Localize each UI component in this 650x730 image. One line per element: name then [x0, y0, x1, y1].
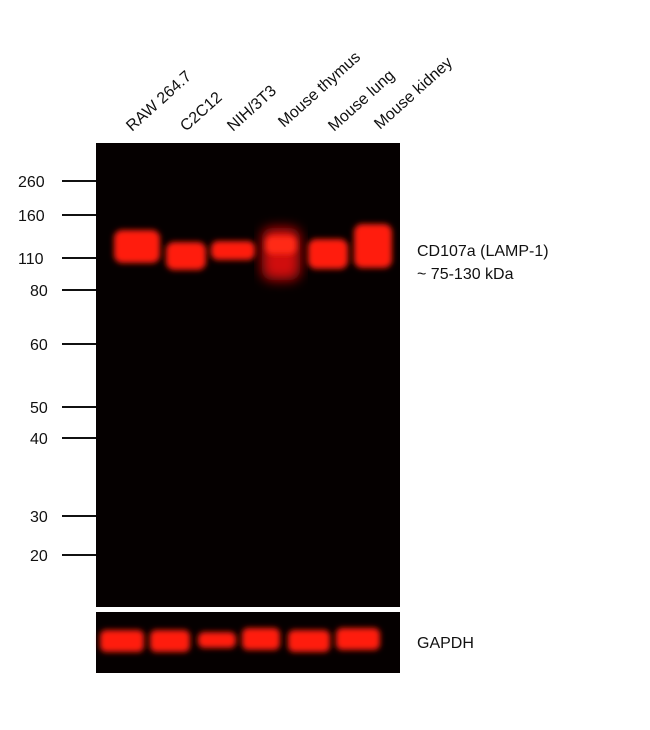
target-name: CD107a (LAMP-1) [417, 243, 549, 260]
lane-label: Mouse kidney [371, 54, 456, 133]
loading-control-label: GAPDH [417, 635, 474, 652]
marker-label: 60 [30, 337, 48, 354]
marker-label: 40 [30, 431, 48, 448]
marker-label: 260 [18, 174, 45, 191]
marker-label: 20 [30, 548, 48, 565]
marker-labels: 260 160 110 80 60 50 40 30 20 [18, 174, 96, 565]
target-size: ~ 75-130 kDa [417, 266, 514, 283]
marker-label: 160 [18, 208, 45, 225]
loading-blot [96, 612, 400, 673]
lane-labels: RAW 264.7 C2C12 NIH/3T3 Mouse thymus Mou… [123, 49, 456, 135]
lane-label: C2C12 [177, 89, 225, 135]
marker-label: 30 [30, 509, 48, 526]
marker-ticks [62, 180, 96, 556]
marker-label: 80 [30, 283, 48, 300]
main-blot [96, 143, 400, 607]
lane-label: NIH/3T3 [224, 82, 280, 135]
marker-label: 50 [30, 400, 48, 417]
marker-label: 110 [18, 251, 44, 268]
